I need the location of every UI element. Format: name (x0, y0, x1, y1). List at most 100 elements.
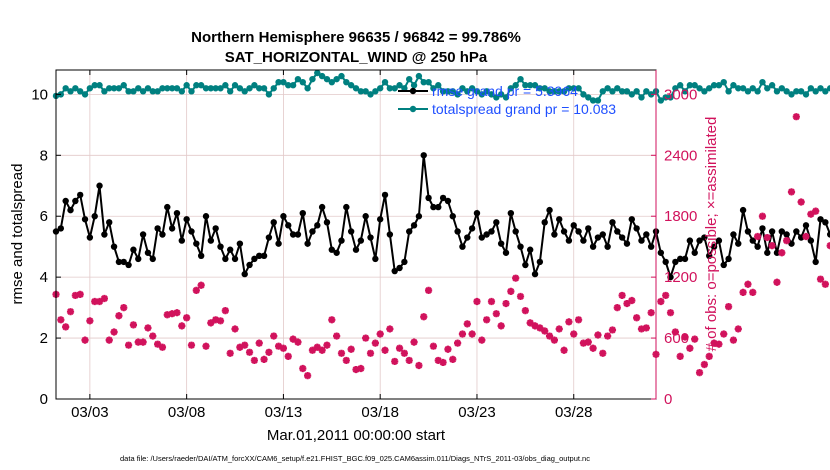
obs-point (744, 280, 752, 288)
obs-point (221, 307, 229, 315)
obs-point (642, 324, 650, 332)
obs-point (250, 356, 258, 365)
obs-point (555, 325, 563, 333)
y2-tick-label: 1200 (664, 269, 697, 286)
series-point (468, 225, 476, 232)
series-point (623, 240, 631, 247)
series-point (638, 237, 645, 244)
chart-subtitle: SAT_HORIZONTAL_WIND @ 250 hPa (225, 49, 488, 66)
series-point (164, 203, 171, 211)
obs-point (371, 339, 379, 347)
series-point (115, 85, 123, 92)
obs-point (260, 355, 268, 363)
series-point (246, 261, 253, 269)
obs-point (284, 352, 292, 360)
series-point (580, 91, 587, 98)
series-point (604, 243, 611, 250)
obs-point (502, 299, 510, 308)
obs-point (734, 325, 742, 333)
series-point (599, 231, 606, 238)
series-point (802, 222, 810, 229)
series-point (502, 94, 510, 101)
obs-point (792, 113, 800, 121)
series-point (730, 82, 737, 89)
series-point (725, 88, 732, 95)
series-point (415, 213, 423, 220)
obs-point (405, 356, 413, 365)
obs-point (86, 317, 94, 325)
series-point (149, 255, 156, 263)
series-point (444, 197, 452, 205)
obs-point (526, 319, 534, 327)
series-point (299, 78, 306, 86)
x-tick-label: 03/23 (458, 404, 496, 421)
series-point (304, 85, 311, 92)
x-tick-label: 03/13 (265, 404, 303, 421)
series-point (435, 82, 442, 89)
obs-point (386, 325, 394, 333)
series-point (318, 72, 326, 80)
series-point (812, 88, 819, 95)
obs-point (207, 319, 215, 327)
y2-tick-label: 600 (664, 330, 689, 347)
series-point (773, 249, 781, 256)
obs-point (574, 316, 583, 324)
series-point (381, 78, 389, 86)
series-point (144, 249, 152, 256)
series-point (672, 258, 679, 266)
obs-point (647, 309, 655, 317)
series-point (585, 94, 592, 101)
series-point (328, 246, 336, 253)
series-point (507, 85, 515, 92)
series-point (536, 85, 544, 92)
obs-point (691, 335, 699, 343)
obs-point (313, 343, 321, 351)
series-point (594, 234, 602, 241)
obs-point (241, 341, 249, 349)
series-point (159, 231, 166, 238)
series-point (241, 270, 248, 278)
obs-point (381, 346, 389, 354)
obs-point (105, 336, 113, 344)
obs-point (183, 314, 191, 322)
series-point (246, 85, 253, 92)
series-point (193, 82, 200, 89)
series-point (168, 225, 176, 232)
series-point (643, 88, 650, 95)
series-point (62, 85, 69, 92)
series-2 (52, 113, 830, 380)
series-point (531, 270, 539, 278)
obs-point (236, 343, 244, 351)
obs-point (255, 339, 263, 347)
obs-point (323, 341, 331, 349)
series-point (183, 82, 190, 89)
series-point (226, 246, 234, 253)
series-point (430, 85, 437, 92)
series-point (565, 237, 573, 244)
obs-point (628, 296, 636, 305)
series-point (744, 228, 752, 235)
series-point (164, 85, 171, 92)
obs-point (516, 292, 525, 301)
series-point (773, 88, 781, 95)
series-point (473, 88, 481, 95)
series-point (565, 85, 573, 92)
series-point (599, 88, 606, 95)
series-point (309, 228, 316, 235)
series-point (614, 85, 621, 92)
obs-point (304, 372, 312, 380)
obs-point (797, 198, 805, 206)
series-point (420, 152, 427, 159)
series-point (347, 82, 355, 89)
series-point (793, 228, 800, 235)
obs-point (391, 357, 399, 366)
obs-point (487, 297, 496, 306)
series-point (826, 231, 830, 238)
obs-point (245, 348, 254, 356)
obs-point (458, 330, 467, 338)
series-point (536, 258, 544, 266)
series-point (822, 88, 829, 95)
y-axis-label: rmse and totalspread (9, 164, 26, 305)
series-point (657, 97, 665, 104)
obs-point (294, 338, 302, 346)
